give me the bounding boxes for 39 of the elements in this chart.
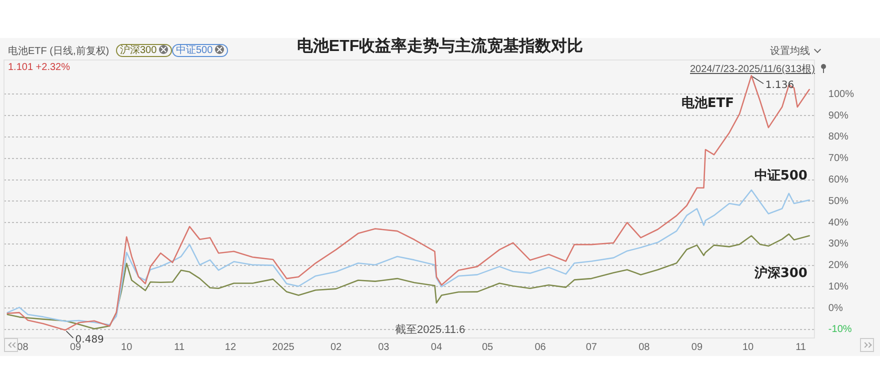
x-tick-label: 05 [482,342,494,353]
text: 电池ETF (日线,前复权) [8,46,110,57]
x-tick-label: 11 [174,342,185,353]
y-tick-label: -10% [828,324,852,336]
y-tick-label: 50% [828,196,849,207]
x-tick-label: 02 [330,342,342,353]
annotation: 2024/7/23-2025/11/6(313根) [690,64,815,75]
y-tick-label: 80% [828,132,849,143]
y-tick-label: 0% [828,302,843,314]
text: 沪深300 [116,44,172,57]
annotation: 截至2025.11.6 [395,324,466,336]
x-tick-label: 10 [121,342,133,353]
y-tick-label: 100% [828,88,854,100]
x-tick-label: 04 [430,342,442,353]
series-label: 电池ETF [681,96,734,111]
text: 设置均线 [770,46,810,57]
x-tick-label: 09 [691,342,703,353]
x-tick-label: 12 [224,342,236,353]
y-tick-label: 20% [828,260,849,272]
text: 中证500 [172,44,228,57]
annotation: 1.101 +2.32% [8,62,70,73]
x-tick-label: 11 [796,342,806,353]
y-tick-label: 60% [828,174,849,186]
x-tick-label: 08 [638,342,650,353]
series-label: 中证500 [754,168,808,184]
y-tick-label: 40% [828,217,849,228]
y-tick-label: 90% [828,110,849,122]
chart-title: 电池ETF收益率走势与主流宽基指数对比 [296,38,584,55]
x-tick-label: 09 [70,342,82,353]
x-tick-label: 2025 [272,342,295,353]
x-tick-label: 03 [378,342,390,353]
x-tick-label: 07 [586,342,598,353]
x-tick-label: 06 [534,342,546,353]
annotation: 1.136 [765,80,794,92]
y-tick-label: 30% [828,238,849,250]
y-tick-label: 70% [828,153,849,164]
x-tick-label: 10 [742,342,754,353]
series-label: 沪深300 [753,265,808,282]
y-tick-label: 10% [828,281,849,292]
